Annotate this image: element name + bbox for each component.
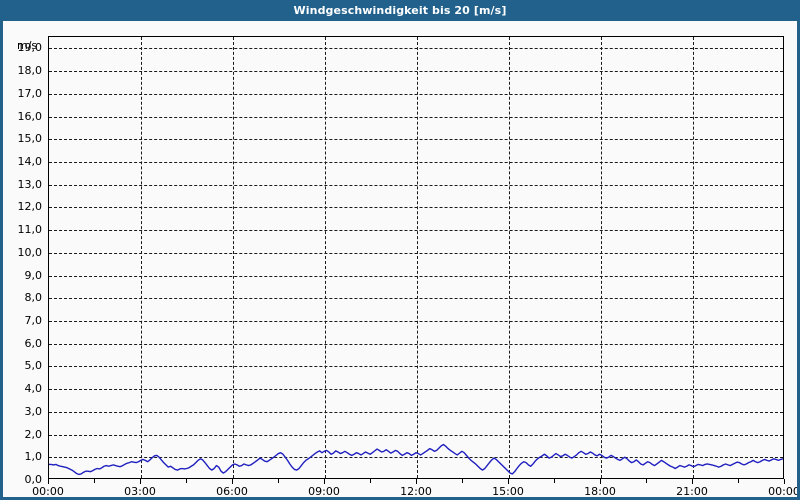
- x-axis-tick-mark: [508, 479, 509, 484]
- gridline-horizontal: [49, 389, 783, 391]
- x-axis-minor-tick-mark: [278, 479, 279, 483]
- gridline-vertical: [509, 37, 510, 478]
- x-axis-tick-mark: [416, 479, 417, 484]
- x-axis-tick-label: 18:0019.02.16: [560, 485, 640, 498]
- y-axis-tick-label: 1,0: [24, 450, 43, 464]
- gridline-horizontal: [49, 207, 783, 209]
- y-axis-tick-label: 10,0: [17, 245, 43, 259]
- x-axis-minor-tick-mark: [738, 479, 739, 483]
- gridline-vertical: [141, 37, 142, 478]
- y-axis-tick-label: 17,0: [17, 86, 43, 100]
- x-axis-tick-label: 09:0019.02.16: [284, 485, 364, 498]
- x-axis-minor-tick-mark: [186, 479, 187, 483]
- y-axis-tick-label: 4,0: [24, 382, 43, 396]
- x-axis-minor-tick-mark: [94, 479, 95, 483]
- gridline-horizontal: [49, 139, 783, 141]
- y-axis-tick-label: 9,0: [24, 268, 43, 282]
- gridline-horizontal: [49, 48, 783, 50]
- y-axis-tick-label: 0,0: [24, 473, 43, 486]
- x-axis-tick-time: 06:00: [216, 485, 248, 498]
- chart-area: m/s 19,0 18,0 17,0 16,0 15,0 14,0 13,0 12,0 11,0…: [3, 21, 797, 497]
- gridline-horizontal: [49, 275, 783, 277]
- x-axis-tick-time: 03:00: [124, 485, 156, 498]
- x-axis-tick-label: 15:0019.02.16: [468, 485, 548, 498]
- y-axis-tick-label: 7,0: [24, 313, 43, 327]
- x-axis-tick-mark: [48, 479, 49, 484]
- x-axis-tick-label: 03:0019.02.16: [100, 485, 180, 498]
- gridline-horizontal: [49, 93, 783, 95]
- gridline-vertical: [417, 37, 418, 478]
- gridline-horizontal: [49, 366, 783, 368]
- gridline-horizontal: [49, 252, 783, 254]
- y-axis-tick-label: 5,0: [24, 359, 43, 373]
- x-axis-tick-time: 00:00: [32, 485, 64, 498]
- gridline-horizontal: [49, 184, 783, 186]
- plot-frame: [48, 36, 784, 479]
- y-axis-tick-label: 14,0: [17, 154, 43, 168]
- gridline-vertical: [601, 37, 602, 478]
- y-axis-tick-label: 11,0: [17, 223, 43, 237]
- gridline-horizontal: [49, 411, 783, 413]
- gridline-vertical: [233, 37, 234, 478]
- x-axis-tick-time: 18:00: [584, 485, 616, 498]
- x-axis-tick-mark: [784, 479, 785, 484]
- x-axis-tick-mark: [692, 479, 693, 484]
- y-axis-unit-label: m/s: [17, 39, 38, 52]
- gridline-horizontal: [49, 434, 783, 436]
- window-title-bar: Windgeschwindigkeit bis 20 [m/s]: [3, 0, 797, 21]
- x-axis-minor-tick-mark: [370, 479, 371, 483]
- page-title: Windgeschwindigkeit bis 20 [m/s]: [293, 4, 507, 17]
- y-axis-tick-label: 3,0: [24, 404, 43, 418]
- x-axis-tick-time: 15:00: [492, 485, 524, 498]
- gridline-horizontal: [49, 320, 783, 322]
- gridline-horizontal: [49, 116, 783, 118]
- x-axis-tick-label: 00:0020.02.16: [744, 485, 800, 498]
- x-axis-minor-tick-mark: [554, 479, 555, 483]
- x-axis-tick-label: 00:0019.02.16: [8, 485, 88, 498]
- x-axis-tick-mark: [600, 479, 601, 484]
- gridline-horizontal: [49, 230, 783, 232]
- y-axis-tick-label: 15,0: [17, 132, 43, 146]
- y-axis-tick-label: 12,0: [17, 200, 43, 214]
- y-axis-tick-label: 13,0: [17, 177, 43, 191]
- x-axis-tick-label: 12:0019.02.16: [376, 485, 456, 498]
- x-axis-tick-time: 12:00: [400, 485, 432, 498]
- wind-speed-line: [49, 443, 783, 476]
- y-axis-tick-label: 18,0: [17, 64, 43, 78]
- y-axis-tick-label: 2,0: [24, 427, 43, 441]
- x-axis-tick-label: 06:0019.02.16: [192, 485, 272, 498]
- x-axis-tick-label: 21:0019.02.16: [652, 485, 732, 498]
- y-axis-tick-label: 16,0: [17, 109, 43, 123]
- wind-speed-series-svg: [49, 443, 783, 476]
- x-axis-tick-mark: [232, 479, 233, 484]
- gridline-horizontal: [49, 298, 783, 300]
- y-axis-tick-label: 6,0: [24, 336, 43, 350]
- x-axis-tick-time: 21:00: [676, 485, 708, 498]
- x-axis-tick-mark: [140, 479, 141, 484]
- y-axis-tick-label: 8,0: [24, 291, 43, 305]
- x-axis-tick-time: 00:00: [768, 485, 800, 498]
- gridline-vertical: [693, 37, 694, 478]
- gridline-horizontal: [49, 71, 783, 73]
- x-axis-minor-tick-mark: [646, 479, 647, 483]
- gridline-vertical: [325, 37, 326, 478]
- x-axis-tick-mark: [324, 479, 325, 484]
- gridline-horizontal: [49, 343, 783, 345]
- x-axis-minor-tick-mark: [462, 479, 463, 483]
- gridline-horizontal: [49, 457, 783, 459]
- y-axis-tick-label: 19,0: [17, 41, 43, 55]
- x-axis-tick-time: 09:00: [308, 485, 340, 498]
- gridline-horizontal: [49, 161, 783, 163]
